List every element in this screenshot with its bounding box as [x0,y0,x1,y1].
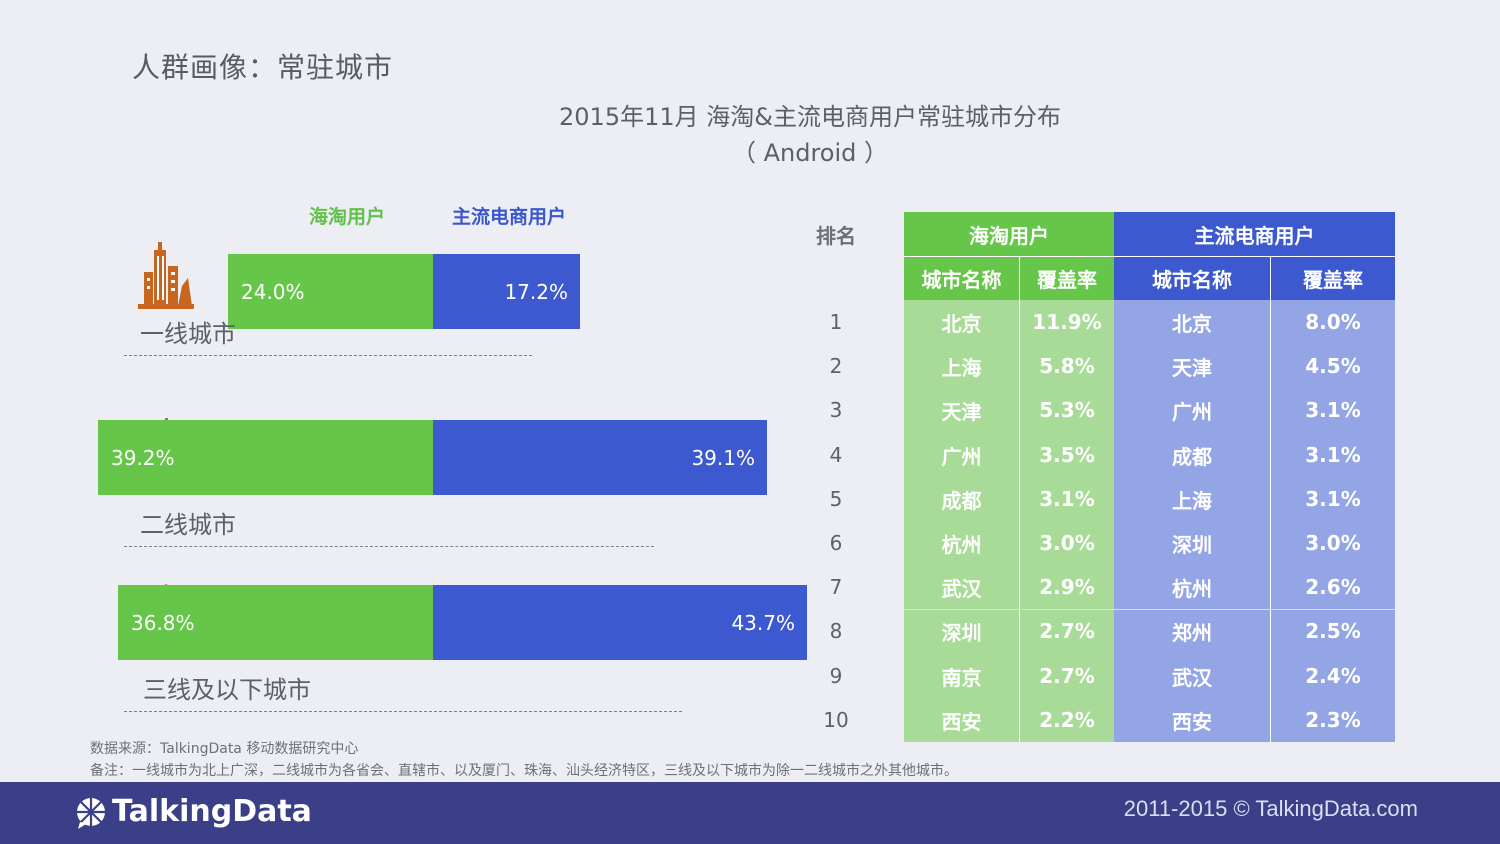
rank-cell: 10 [823,708,849,732]
header-rate: 覆盖率 [1020,256,1114,300]
haitao-rate-cell: 5.3% [1039,398,1095,422]
ecommerce-city-cell: 杭州 [1172,576,1212,601]
page-title: 人群画像：常驻城市 [132,51,394,84]
rank-cell: 7 [829,575,843,599]
bar-haitao-1: 24.0% [228,254,433,329]
haitao-city-cell: 南京 [941,665,982,690]
rank-cell: 2 [829,354,843,378]
haitao-city-cell: 杭州 [941,532,982,557]
header-ecommerce: 主流电商用户 [1114,212,1395,256]
haitao-city-cell: 广州 [941,444,982,469]
bar-label: 36.8% [131,610,195,635]
rank-cell: 1 [829,310,843,334]
haitao-rate-cell: 3.0% [1039,531,1095,555]
bar-label: 24.0% [241,279,305,304]
ecommerce-rate-cell: 8.0% [1305,310,1361,334]
ecommerce-rate-cell: 2.4% [1305,664,1361,688]
haitao-city-cell: 北京 [941,311,982,336]
ecommerce-city-cell: 北京 [1172,311,1212,336]
column-divider [1270,256,1271,742]
ecommerce-rate-cell: 2.5% [1305,619,1361,643]
haitao-rate-cell: 2.7% [1039,664,1095,688]
legend-ecommerce: 主流电商用户 [452,206,567,228]
footer-bar: TalkingData 2011-2015 © TalkingData.com [0,782,1500,844]
ecommerce-rate-cell: 3.0% [1305,531,1361,555]
divider [124,546,654,547]
ecommerce-rate-cell: 3.1% [1305,443,1361,467]
row-divider [904,609,1395,610]
header-city: 城市名称 [1114,256,1270,300]
rank-cell: 8 [829,619,843,643]
ecommerce-rate-cell: 4.5% [1305,354,1361,378]
haitao-city-cell: 西安 [941,709,982,734]
ecommerce-city-cell: 广州 [1172,399,1212,424]
haitao-city-cell: 成都 [941,488,982,513]
chart-title: 2015年11月 海淘&主流电商用户常驻城市分布 [559,103,1061,131]
column-divider [1019,256,1020,742]
skyscraper-icon [138,242,194,309]
footnote-source: 数据来源：TalkingData 移动数据研究中心 [90,741,359,757]
ecommerce-rate-cell: 3.1% [1305,487,1361,511]
ecommerce-column-bg [1114,300,1395,742]
haitao-rate-cell: 11.9% [1032,310,1102,334]
ecommerce-city-cell: 上海 [1172,488,1212,513]
haitao-city-cell: 天津 [941,399,982,424]
bar-haitao-3: 36.8% [118,585,433,660]
ecommerce-rate-cell: 2.3% [1305,708,1361,732]
ecommerce-city-cell: 武汉 [1172,665,1212,690]
tier-label-3: 三线及以下城市 [143,676,311,704]
ecommerce-city-cell: 西安 [1172,709,1212,734]
haitao-rate-cell: 2.2% [1039,708,1095,732]
haitao-column-bg [904,300,1114,742]
header-rank: 排名 [816,223,856,248]
bar-ecommerce-2: 39.1% [433,420,767,495]
ecommerce-city-cell: 成都 [1172,444,1212,469]
haitao-city-cell: 武汉 [941,576,982,601]
haitao-rate-cell: 2.9% [1039,575,1095,599]
rank-cell: 6 [829,531,843,555]
haitao-rate-cell: 2.7% [1039,619,1095,643]
bar-label: 17.2% [504,279,568,304]
bar-ecommerce-3: 43.7% [433,585,807,660]
bar-label: 39.2% [111,445,175,470]
bar-ecommerce-1: 17.2% [433,254,580,329]
ecommerce-rate-cell: 3.1% [1305,398,1361,422]
header-city: 城市名称 [904,256,1019,300]
footer-copyright: 2011-2015 © TalkingData.com [1123,796,1418,821]
bar-haitao-2: 39.2% [98,420,433,495]
legend-haitao: 海淘用户 [309,206,386,228]
haitao-rate-cell: 3.5% [1039,443,1095,467]
rank-cell: 5 [829,487,843,511]
talkingdata-logo-icon [77,798,105,829]
haitao-city-cell: 上海 [941,355,982,380]
ecommerce-city-cell: 深圳 [1172,532,1212,557]
bar-label: 43.7% [731,610,795,635]
haitao-rate-cell: 5.8% [1039,354,1095,378]
ecommerce-city-cell: 郑州 [1172,620,1212,645]
tier-label-2: 二线城市 [140,511,236,539]
rank-cell: 3 [829,398,843,422]
chart-subtitle: （ Android ） [731,139,889,167]
header-haitao: 海淘用户 [904,212,1114,256]
tier-label-1: 一线城市 [140,320,236,348]
bar-label: 39.1% [691,445,755,470]
haitao-rate-cell: 3.1% [1039,487,1095,511]
header-rate: 覆盖率 [1271,256,1395,300]
haitao-city-cell: 深圳 [941,620,982,645]
rank-cell: 4 [829,443,843,467]
footnote-note: 备注：一线城市为北上广深，二线城市为各省会、直辖市、以及厦门、珠海、汕头经济特区… [90,763,958,779]
footer-brand: TalkingData [112,794,312,829]
ecommerce-rate-cell: 2.6% [1305,575,1361,599]
divider [124,711,682,712]
ecommerce-city-cell: 天津 [1172,355,1212,380]
rank-cell: 9 [829,664,843,688]
divider [124,355,532,356]
